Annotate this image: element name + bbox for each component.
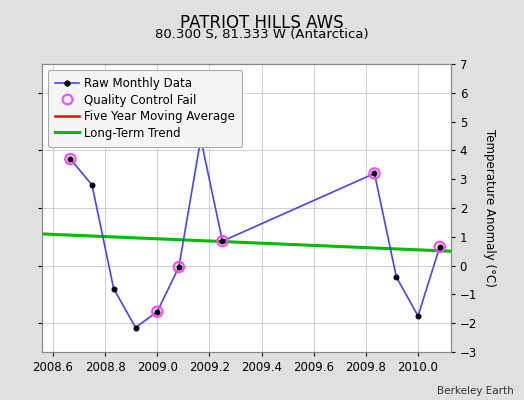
Legend: Raw Monthly Data, Quality Control Fail, Five Year Moving Average, Long-Term Tren: Raw Monthly Data, Quality Control Fail, … <box>48 70 243 147</box>
Point <box>174 264 183 270</box>
Point <box>66 156 74 162</box>
Point <box>370 170 379 177</box>
Y-axis label: Temperature Anomaly (°C): Temperature Anomaly (°C) <box>484 129 496 287</box>
Point <box>435 244 444 250</box>
Text: 80.300 S, 81.333 W (Antarctica): 80.300 S, 81.333 W (Antarctica) <box>155 28 369 41</box>
Point <box>153 308 161 315</box>
Text: Berkeley Earth: Berkeley Earth <box>437 386 514 396</box>
Text: PATRIOT HILLS AWS: PATRIOT HILLS AWS <box>180 14 344 32</box>
Point <box>218 238 226 244</box>
